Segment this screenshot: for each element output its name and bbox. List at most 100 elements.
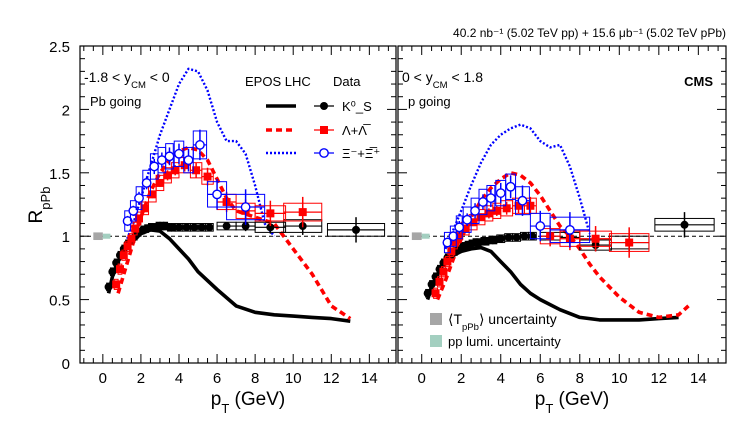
y-tick-label: 0 — [62, 356, 70, 373]
data-point — [435, 277, 444, 286]
data-point — [222, 222, 231, 231]
data-point — [212, 189, 222, 200]
data-point — [171, 166, 180, 175]
legend-entry: Λ+Λ̅ — [342, 123, 371, 138]
lumi-uncertainty-box — [102, 233, 111, 239]
legend-epos-header: EPOS LHC — [245, 74, 311, 89]
y-tick-label: 2 — [62, 102, 70, 119]
data-point — [108, 267, 117, 276]
series-xi — [122, 129, 266, 232]
data-point — [241, 222, 250, 231]
legend-tpb-swatch — [430, 313, 442, 325]
data-point — [462, 214, 473, 225]
legend-marker — [319, 148, 329, 158]
data-point — [495, 188, 506, 198]
data-point — [526, 201, 535, 210]
data-point — [484, 209, 493, 218]
data-point — [266, 209, 275, 218]
data-point — [149, 161, 160, 172]
data-point — [492, 206, 501, 215]
x-tick-label: 8 — [576, 370, 584, 387]
x-tick-label: 8 — [251, 370, 259, 387]
data-point — [128, 205, 139, 216]
data-point — [180, 161, 189, 170]
data-point — [512, 233, 521, 242]
data-point — [502, 204, 511, 213]
tpb-uncertainty-box — [411, 232, 422, 241]
data-point — [485, 193, 496, 204]
data-point — [192, 166, 201, 175]
data-point — [447, 247, 456, 256]
legend-lumi-uncertainty: pp lumi. uncertainty — [448, 334, 561, 349]
data-point — [195, 140, 205, 150]
data-point — [496, 234, 505, 243]
legend-tpb-uncertainty: ⟨TpPb⟩ uncertainty — [448, 311, 557, 333]
x-tick-label: 12 — [323, 370, 340, 387]
data-point — [123, 242, 132, 251]
data-point — [427, 280, 436, 289]
legend-marker — [320, 126, 328, 134]
data-point — [448, 231, 459, 242]
data-point — [423, 289, 432, 298]
data-point — [451, 238, 460, 247]
tpb-uncertainty-box — [93, 232, 103, 241]
data-point — [164, 151, 175, 162]
legend-marker — [320, 102, 328, 110]
data-point — [514, 201, 523, 210]
legend-lumi-swatch — [430, 335, 442, 347]
data-point — [174, 148, 184, 159]
data-point — [478, 197, 488, 207]
data-point — [565, 224, 575, 235]
legend-entry: Ξ⁻+Ξ̅⁺ — [342, 146, 380, 161]
data-point — [183, 155, 194, 166]
data-point — [127, 234, 136, 243]
lumi-uncertainty-box — [421, 233, 430, 239]
epos-curve-xi — [444, 123, 591, 250]
data-point — [112, 280, 121, 289]
data-point — [203, 172, 212, 181]
data-point — [141, 178, 152, 188]
data-point — [461, 224, 470, 233]
data-point — [205, 223, 214, 232]
x-tick-label: 10 — [285, 370, 302, 387]
data-point — [266, 223, 275, 232]
y-tick-label: 2.5 — [49, 39, 70, 56]
y-axis-title: RpPb — [26, 187, 53, 224]
data-point — [134, 193, 144, 204]
data-point — [104, 282, 113, 291]
data-point — [115, 265, 124, 274]
data-point — [190, 223, 199, 232]
data-point — [680, 220, 689, 229]
panel-frame — [79, 45, 397, 364]
data-point — [517, 195, 528, 206]
data-point — [443, 257, 452, 266]
data-point — [131, 224, 140, 233]
data-point — [505, 181, 516, 192]
data-point — [240, 202, 251, 212]
data-point — [591, 234, 600, 243]
epos-curve-lambda — [116, 145, 352, 321]
x-tick-label: 6 — [536, 370, 544, 387]
data-point — [455, 232, 464, 241]
data-point — [470, 205, 480, 216]
data-point — [469, 218, 478, 227]
data-point — [535, 221, 546, 231]
legend-data-header: Data — [333, 74, 361, 89]
lumi-label: 40.2 nb⁻¹ (5.02 TeV pp) + 15.6 μb⁻¹ (5.0… — [453, 26, 726, 40]
series-k0s — [104, 217, 386, 292]
x-tick-label: 0 — [99, 370, 107, 387]
data-point — [439, 267, 448, 276]
data-point — [520, 232, 529, 241]
data-point — [174, 223, 183, 232]
data-point — [454, 222, 465, 233]
y-tick-label: 1 — [62, 229, 70, 246]
panel-2: 0 2 4 6 8 10 12 14 pT (GeV) — [397, 45, 727, 416]
data-point — [476, 213, 485, 222]
x-axis-title: pT (GeV) — [211, 389, 285, 416]
direction-label: p going — [408, 94, 451, 109]
epos-curve-k0s — [425, 245, 679, 322]
x-tick-label: 2 — [457, 370, 465, 387]
data-point — [148, 190, 157, 199]
y-tick-label: 0.5 — [49, 293, 70, 310]
data-point — [431, 289, 440, 298]
